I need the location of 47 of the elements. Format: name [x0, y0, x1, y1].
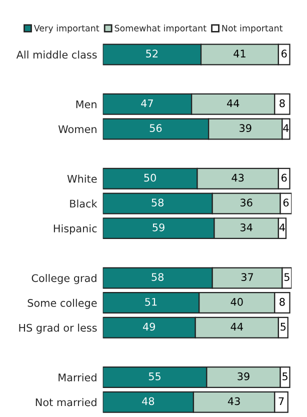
y-tick-label: HS grad or less [19, 324, 97, 334]
data-label: 4 [279, 224, 285, 232]
data-label: 44 [230, 322, 243, 330]
data-label: 6 [282, 50, 287, 58]
data-label: 34 [240, 223, 252, 232]
data-label: 43 [232, 174, 244, 182]
legend-label: Not important [222, 24, 283, 34]
y-tick-label: Hispanic [54, 224, 97, 234]
y-tick-label: Men [76, 100, 96, 108]
y-tick-label: Some college [28, 298, 97, 309]
data-label: 37 [241, 273, 254, 281]
data-label: 43 [228, 397, 240, 406]
data-label: 58 [152, 198, 164, 206]
data-label: 36 [240, 198, 252, 206]
data-label: 39 [240, 124, 252, 132]
data-label: 39 [238, 372, 250, 380]
legend-label: Somewhat important [114, 24, 206, 34]
y-tick-label: All middle class [16, 50, 97, 59]
data-label: 55 [148, 372, 160, 380]
data-label: 7 [278, 397, 284, 405]
data-label: 59 [152, 223, 164, 232]
data-label: 49 [142, 322, 155, 331]
data-label: 4 [283, 124, 289, 132]
y-tick-label: Married [58, 373, 96, 382]
data-label: 6 [283, 198, 289, 206]
data-label: 58 [152, 273, 164, 281]
y-tick-label: Black [70, 200, 98, 208]
data-label: 48 [142, 397, 154, 406]
data-label: 44 [227, 99, 240, 108]
data-label: 5 [284, 273, 290, 281]
y-tick-label: Women [58, 125, 96, 134]
data-label: 56 [150, 124, 162, 132]
data-label: 41 [234, 50, 246, 58]
legend-label: Very important [34, 24, 100, 34]
data-label: 5 [282, 372, 288, 380]
data-label: 50 [144, 174, 156, 182]
y-tick-label: Not married [36, 398, 96, 406]
y-tick-label: College grad [32, 274, 96, 284]
data-label: 5 [280, 322, 286, 331]
data-label: 8 [280, 99, 285, 108]
data-label: 47 [141, 99, 153, 108]
data-label: 6 [282, 174, 287, 182]
data-label: 51 [145, 298, 157, 306]
data-label: 52 [146, 50, 158, 58]
data-label: 40 [230, 298, 243, 306]
data-label: 8 [280, 298, 285, 306]
y-tick-label: White [67, 174, 97, 183]
